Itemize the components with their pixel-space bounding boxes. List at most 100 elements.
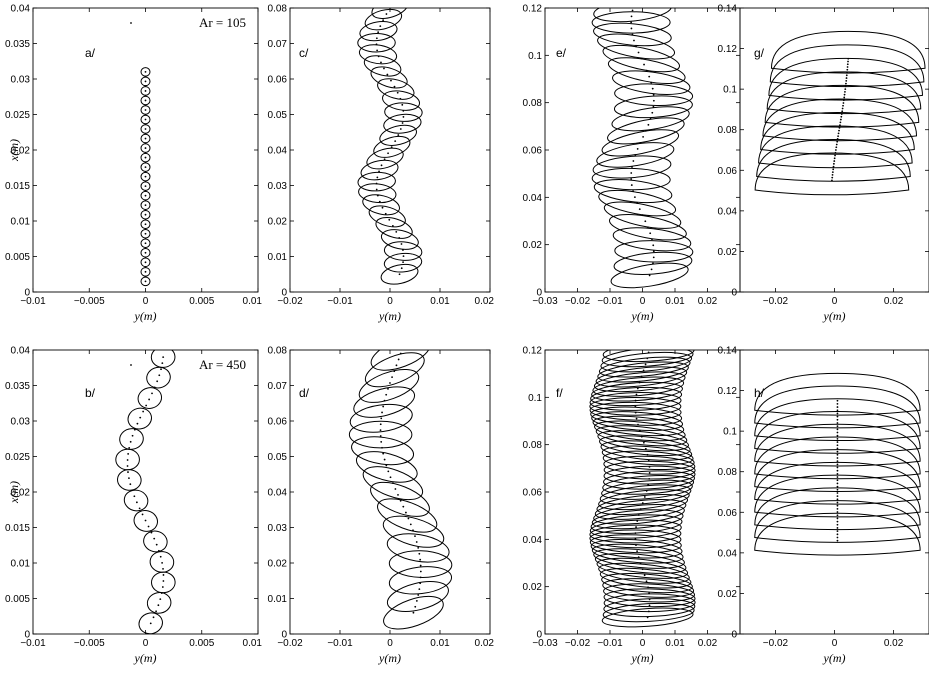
trajectory-point: [144, 223, 147, 226]
bubble-outline: [601, 445, 694, 466]
annotation: Ar = 450: [199, 357, 246, 372]
bubble-outline: [366, 147, 404, 170]
trajectory-point: [393, 370, 396, 373]
trajectory-point: [831, 171, 834, 174]
data-layer: [357, 8, 423, 285]
bubble-outline: [364, 352, 425, 388]
trajectory-point: [376, 176, 379, 179]
trajectory-point: [836, 482, 839, 485]
trajectory-point: [634, 399, 637, 402]
trajectory-point: [836, 485, 839, 488]
y-tick-label: 0.04: [11, 346, 31, 357]
y-tick-label: 0.06: [268, 75, 288, 86]
trajectory-point: [630, 27, 633, 30]
y-tick-label: 0.12: [718, 44, 738, 55]
trajectory-point: [144, 175, 147, 178]
y-tick-label: 0.04: [523, 535, 543, 546]
trajectory-point: [376, 49, 379, 52]
trajectory-point: [127, 453, 130, 455]
trajectory-point: [144, 519, 147, 522]
bubble-outline: [358, 44, 398, 65]
bubble-outline: [360, 159, 399, 181]
trajectory-point: [832, 168, 835, 171]
trajectory-point: [634, 532, 637, 534]
bubble-outline: [353, 386, 416, 418]
trajectory-point: [632, 190, 634, 192]
trajectory-point: [636, 148, 639, 150]
trajectory-point: [150, 531, 153, 534]
trajectory-point: [144, 218, 147, 221]
trajectory-point: [634, 538, 637, 541]
bubble-outline: [601, 479, 693, 500]
trajectory-point: [144, 166, 147, 169]
trajectory-point: [637, 514, 640, 516]
bubble-outline: [598, 189, 677, 217]
plot-frame: [289, 7, 491, 293]
legend-marker: [130, 364, 132, 366]
trajectory-point: [845, 82, 847, 85]
trajectory-point: [157, 549, 160, 552]
trajectory-point: [383, 458, 386, 461]
x-axis-label: y(m): [378, 651, 401, 665]
trajectory-point: [652, 99, 655, 102]
trajectory-point: [389, 382, 391, 384]
trajectory-point: [836, 523, 839, 526]
bubble-outline: [602, 475, 695, 495]
trajectory-point: [127, 471, 129, 473]
bubble-outline: [359, 21, 398, 42]
bubble-outline: [601, 607, 694, 628]
bubble-outline: [591, 509, 684, 530]
trajectory-point: [831, 176, 834, 179]
trajectory-point: [836, 469, 839, 472]
bubble-outline: [614, 83, 694, 106]
trajectory-point: [419, 576, 422, 579]
trajectory-point: [144, 147, 147, 149]
bubble-outline: [117, 469, 142, 491]
trajectory-point: [836, 140, 839, 143]
trajectory-point: [382, 19, 385, 22]
panel-d: −0.02 −0.01 0 0.01 0.02 0 0.01 0.02 0.03 0.04 0.05…: [268, 346, 495, 666]
trajectory-point: [630, 172, 633, 174]
trajectory-point: [639, 142, 642, 144]
bubble-outline: [602, 578, 695, 598]
trajectory-point: [144, 104, 147, 107]
trajectory-point: [390, 79, 392, 82]
trajectory-point: [391, 482, 394, 485]
x-tick-label: 0.01: [243, 296, 263, 307]
trajectory-point: [650, 81, 653, 84]
trajectory-point: [387, 387, 389, 390]
trajectory-point: [647, 459, 650, 462]
panel-e: −0.03 −0.02 −0.01 0 0.01 0.02 0 0.02 0.04 0.06 0.0…: [523, 4, 741, 323]
trajectory-point: [383, 158, 386, 161]
bubble-outline: [384, 102, 423, 122]
trajectory-point: [126, 459, 129, 461]
trajectory-point: [836, 453, 839, 456]
trajectory-point: [836, 463, 839, 466]
trajectory-point: [632, 160, 635, 162]
trajectory-point: [144, 275, 147, 278]
trajectory-point: [383, 67, 385, 70]
trajectory-point: [133, 495, 136, 498]
trajectory-point: [646, 616, 649, 619]
trajectory-point: [836, 517, 839, 520]
trajectory-point: [631, 9, 634, 12]
x-tick-label: −0.01: [597, 638, 623, 649]
trajectory-point: [144, 99, 147, 102]
trajectory-point: [844, 88, 847, 91]
bubble-outline: [591, 381, 683, 402]
trajectory-point: [412, 529, 414, 532]
bubble-outline: [146, 366, 171, 389]
trajectory-point: [159, 598, 162, 601]
bubble-outline: [371, 8, 409, 20]
data-layer: [140, 67, 151, 287]
trajectory-point: [831, 173, 834, 176]
trajectory-point: [418, 588, 421, 591]
trajectory-point: [395, 364, 398, 367]
x-tick-label: −0.03: [532, 638, 558, 649]
x-tick-label: 0: [640, 638, 646, 649]
trajectory-point: [412, 611, 415, 614]
trajectory-point: [379, 429, 382, 432]
trajectory-point: [844, 91, 846, 93]
trajectory-point: [836, 504, 839, 507]
